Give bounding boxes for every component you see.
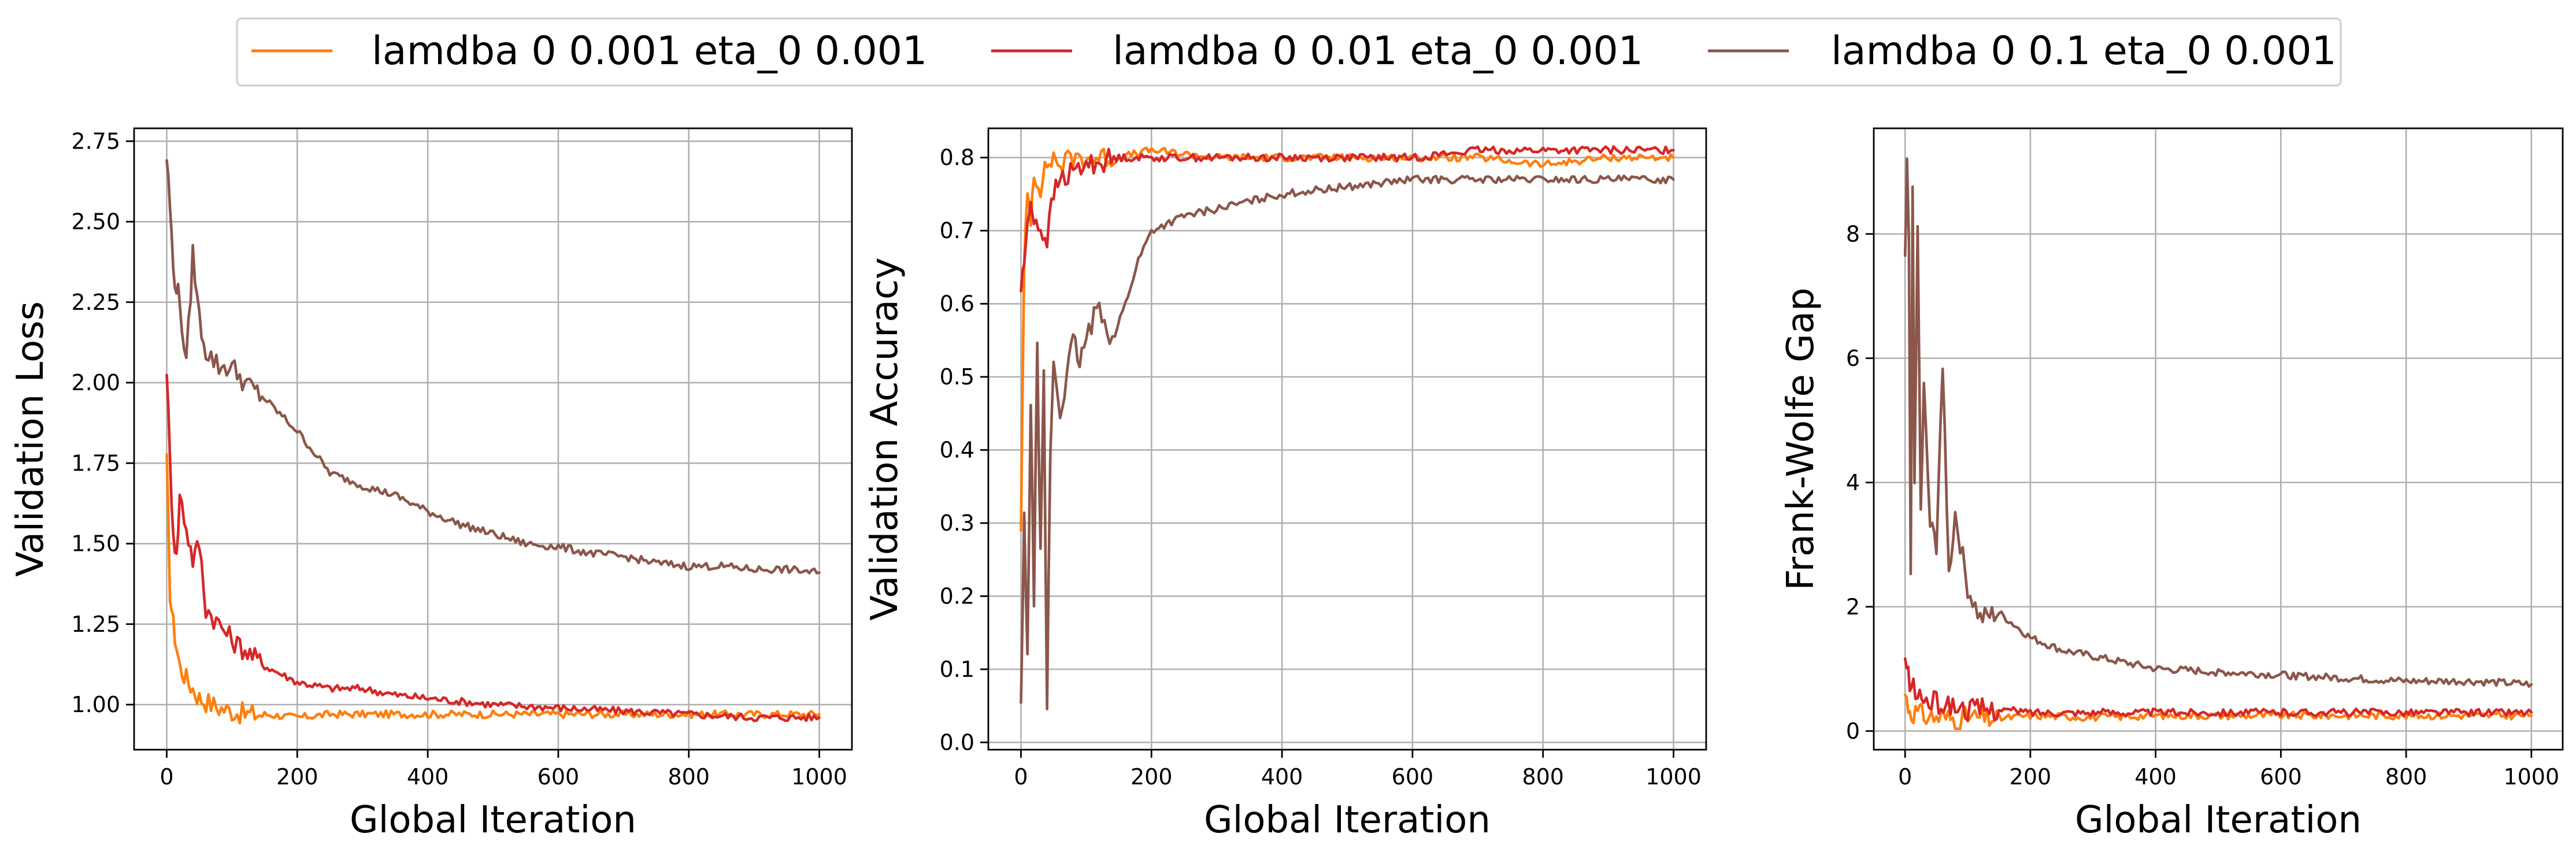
- x-tick-label: 400: [1261, 764, 1303, 790]
- y-tick-label: 0.2: [940, 583, 974, 609]
- y-tick-label: 0.5: [940, 364, 974, 390]
- legend: lamdba 0 0.001 eta_0 0.001 lamdba 0 0.01…: [236, 17, 2342, 87]
- legend-label: lamdba 0 0.001 eta_0 0.001: [372, 28, 927, 74]
- legend-label: lamdba 0 0.01 eta_0 0.001: [1113, 28, 1643, 74]
- x-axis-label: Global Iteration: [2075, 799, 2362, 842]
- x-tick-label: 1000: [1645, 764, 1702, 790]
- legend-box: [236, 17, 2342, 87]
- series-line: [1903, 157, 2533, 688]
- x-tick-label: 0: [1898, 764, 1912, 790]
- plot-frank-wolfe-gap: 0 200 400 600 800 1000 0 2 4 6 8 Global Iteration Fr…: [1780, 127, 2564, 842]
- y-tick-label: 0.1: [940, 657, 974, 682]
- y-tick-label: 4: [1846, 470, 1860, 495]
- x-tick-label: 0: [1014, 764, 1028, 790]
- y-tick-label: 1.00: [71, 692, 120, 717]
- x-tick-label: 600: [2260, 764, 2302, 790]
- legend-entry: lamdba 0 0.001 eta_0 0.001: [251, 28, 927, 74]
- y-tick-label: 1.50: [71, 531, 120, 557]
- series-line: [165, 159, 821, 575]
- legend-entry: lamdba 0 0.1 eta_0 0.001: [1708, 28, 2337, 74]
- plot-frame: [133, 127, 853, 751]
- y-tick-label: 1.75: [71, 450, 120, 476]
- x-axis-label: Global Iteration: [1204, 799, 1491, 842]
- series-line: [165, 453, 821, 725]
- plot-frame: [1873, 127, 2564, 751]
- x-tick-label: 200: [276, 764, 318, 790]
- series-line: [1903, 657, 2533, 722]
- y-tick-label: 2.25: [71, 290, 120, 315]
- y-tick-label: 2: [1846, 594, 1860, 620]
- y-tick-label: 0.3: [940, 510, 974, 536]
- y-axis-label: Validation Accuracy: [863, 257, 906, 621]
- x-tick-label: 800: [2385, 764, 2427, 790]
- legend-label: lamdba 0 0.1 eta_0 0.001: [1831, 28, 2337, 74]
- y-tick-label: 0.8: [940, 145, 974, 171]
- y-tick-label: 8: [1846, 221, 1860, 247]
- x-tick-label: 0: [160, 764, 173, 790]
- plot-validation-loss: 0 200 400 600 800 1000 1.00 1.25 1.50 1.75 2.00 2.2…: [9, 127, 853, 842]
- x-tick-label: 200: [2010, 764, 2052, 790]
- x-tick-label: 200: [1131, 764, 1173, 790]
- x-tick-label: 600: [538, 764, 580, 790]
- x-axis-label: Global Iteration: [350, 799, 636, 842]
- x-tick-label: 1000: [791, 764, 847, 790]
- y-axis-label: Validation Loss: [9, 301, 52, 577]
- series-line: [165, 373, 821, 723]
- plot-frame: [987, 127, 1707, 751]
- y-tick-label: 0.0: [940, 729, 974, 755]
- series-line: [1020, 145, 1675, 293]
- series-line: [1020, 146, 1675, 532]
- x-tick-label: 1000: [2503, 764, 2559, 790]
- y-tick-label: 0.7: [940, 218, 974, 243]
- y-tick-label: 2.75: [71, 128, 120, 154]
- y-tick-label: 1.25: [71, 612, 120, 637]
- x-tick-label: 600: [1392, 764, 1434, 790]
- plot-validation-accuracy: 0 200 400 600 800 1000 0.0 0.1 0.2 0.3 0.4 0.5 0.6 0.…: [863, 127, 1707, 842]
- y-axis-label: Frank-Wolfe Gap: [1780, 288, 1822, 591]
- x-tick-label: 800: [1522, 764, 1564, 790]
- y-tick-label: 2.50: [71, 209, 120, 235]
- y-tick-label: 6: [1846, 346, 1860, 371]
- y-tick-label: 0.6: [940, 291, 974, 317]
- x-tick-label: 400: [2134, 764, 2177, 790]
- series-line: [1020, 174, 1675, 710]
- y-tick-label: 0.4: [940, 437, 974, 462]
- y-tick-label: 2.00: [71, 370, 120, 395]
- x-tick-label: 400: [407, 764, 449, 790]
- x-tick-label: 800: [668, 764, 710, 790]
- legend-entry: lamdba 0 0.01 eta_0 0.001: [991, 28, 1643, 74]
- y-tick-label: 0: [1846, 718, 1860, 744]
